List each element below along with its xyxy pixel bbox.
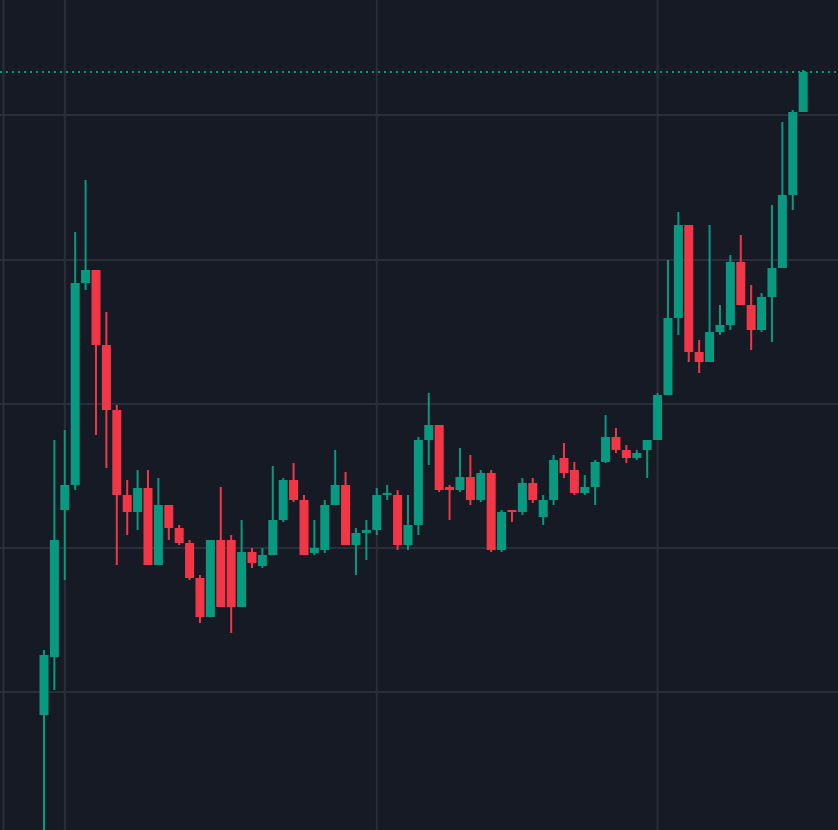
candle-body bbox=[663, 318, 673, 395]
candle-body bbox=[403, 525, 413, 545]
candle-body bbox=[632, 453, 642, 458]
candle-body bbox=[507, 510, 517, 512]
candle-body bbox=[601, 437, 611, 462]
candle-body bbox=[549, 460, 559, 500]
candle-body bbox=[205, 540, 215, 617]
candle-body bbox=[393, 495, 403, 545]
candle-body bbox=[445, 487, 455, 490]
candle-body bbox=[60, 485, 70, 510]
candle-body bbox=[341, 485, 351, 545]
candle-body bbox=[361, 530, 371, 533]
candle-body bbox=[673, 225, 683, 318]
candle-body bbox=[39, 655, 49, 715]
candle-body bbox=[289, 480, 299, 500]
candle-body bbox=[49, 540, 59, 657]
candle-body bbox=[777, 195, 787, 268]
candle-body bbox=[247, 552, 257, 563]
candle-body bbox=[725, 262, 735, 325]
candle-body bbox=[757, 297, 767, 330]
candle-body bbox=[101, 345, 111, 410]
candle-body bbox=[164, 505, 174, 528]
candle-body bbox=[684, 225, 694, 352]
candle-body bbox=[486, 473, 496, 550]
candle-body bbox=[788, 112, 798, 195]
candle-body bbox=[216, 540, 226, 607]
candle-body bbox=[746, 305, 756, 330]
candle-body bbox=[372, 495, 382, 530]
candle-body bbox=[226, 540, 236, 607]
candle-body bbox=[642, 440, 652, 450]
candle-body bbox=[538, 500, 548, 517]
candle-body bbox=[351, 533, 361, 545]
candle-body bbox=[476, 473, 486, 500]
candle-body bbox=[528, 483, 538, 500]
candle-body bbox=[569, 470, 579, 493]
candle-body bbox=[330, 485, 340, 505]
candle-body bbox=[611, 437, 621, 450]
candle-body bbox=[278, 480, 288, 520]
candle-body bbox=[465, 477, 475, 500]
candle-body bbox=[382, 493, 392, 495]
candle-body bbox=[653, 395, 663, 440]
candle-body bbox=[174, 528, 184, 543]
candle-body bbox=[621, 450, 631, 458]
candle-body bbox=[257, 555, 267, 566]
candle-body bbox=[320, 505, 330, 550]
candle-body bbox=[299, 500, 309, 555]
candle-body bbox=[185, 543, 195, 578]
candle-body bbox=[81, 270, 91, 283]
candle-body bbox=[705, 332, 715, 362]
candle-body bbox=[517, 483, 527, 512]
candle-body bbox=[736, 262, 746, 305]
candle-body bbox=[767, 268, 777, 297]
candle-body bbox=[497, 512, 507, 550]
candle-body bbox=[70, 283, 80, 485]
candle-body bbox=[112, 410, 122, 495]
candle-body bbox=[715, 325, 725, 332]
candle-body bbox=[309, 548, 319, 553]
candle-body bbox=[694, 352, 704, 362]
candle-body bbox=[237, 552, 247, 607]
candle-body bbox=[91, 270, 101, 345]
candle-body bbox=[434, 425, 444, 490]
candle-body bbox=[143, 488, 153, 565]
candle-body bbox=[455, 477, 465, 490]
candle-body bbox=[122, 495, 132, 512]
candle-body bbox=[413, 440, 423, 525]
candle-body bbox=[195, 578, 205, 617]
candle-body bbox=[133, 488, 143, 512]
candle-body bbox=[798, 72, 808, 112]
candle-body bbox=[424, 425, 434, 440]
candle-body bbox=[580, 487, 590, 493]
candle-body bbox=[153, 505, 163, 565]
candle-body bbox=[268, 520, 278, 555]
candle-body bbox=[559, 458, 569, 473]
candle-body bbox=[590, 462, 600, 487]
